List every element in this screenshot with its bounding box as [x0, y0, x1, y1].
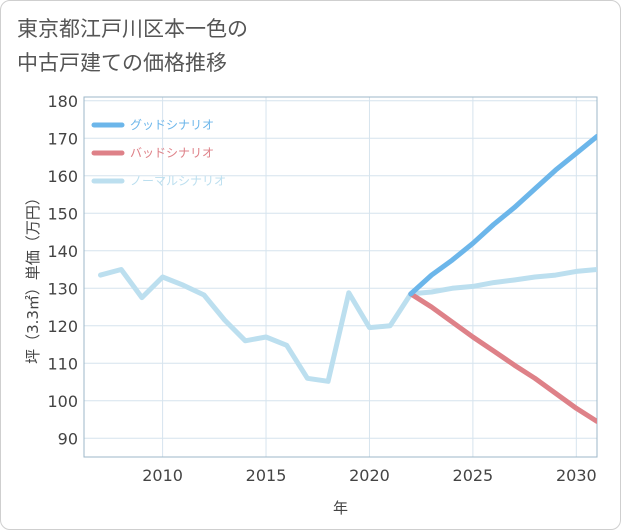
- y-tick-label: 160: [47, 167, 78, 186]
- y-tick-label: 180: [47, 92, 78, 111]
- y-tick-label: 140: [47, 242, 78, 261]
- y-tick-label: 100: [47, 392, 78, 411]
- x-tick-label: 2010: [142, 466, 183, 485]
- y-tick-label: 120: [47, 317, 78, 336]
- x-tick-label: 2025: [453, 466, 494, 485]
- x-tick-label: 2015: [246, 466, 287, 485]
- series-lines: [98, 133, 597, 424]
- chart-title-line2: 中古戸建ての価格推移: [17, 51, 227, 75]
- y-axis-title: 坪（3.3㎡）単価（万円）: [24, 190, 42, 364]
- series-line-2: [98, 267, 597, 384]
- x-tick-label: 2020: [349, 466, 390, 485]
- series-line-0: [408, 133, 597, 297]
- chart-title-line1: 東京都江戸川区本一色の: [17, 17, 248, 41]
- x-axis-title: 年: [333, 499, 348, 517]
- tick-labels: 90 100 110 120 130 140 150 160 170 180 2010 2015 202…: [47, 92, 596, 485]
- legend-label: ノーマルシナリオ: [130, 174, 226, 188]
- y-tick-label: 150: [47, 204, 78, 223]
- y-tick-label: 130: [47, 279, 78, 298]
- legend-label: バッドシナリオ: [130, 146, 214, 160]
- y-tick-label: 90: [58, 429, 78, 448]
- legend-label: グッドシナリオ: [130, 118, 214, 132]
- y-tick-label: 110: [47, 354, 78, 373]
- chart-title: 東京都江戸川区本一色の 中古戸建ての価格推移: [17, 12, 397, 80]
- y-tick-label: 170: [47, 129, 78, 148]
- series-line-1: [408, 291, 597, 424]
- x-tick-label: 2030: [556, 466, 597, 485]
- plot-border: [83, 96, 598, 458]
